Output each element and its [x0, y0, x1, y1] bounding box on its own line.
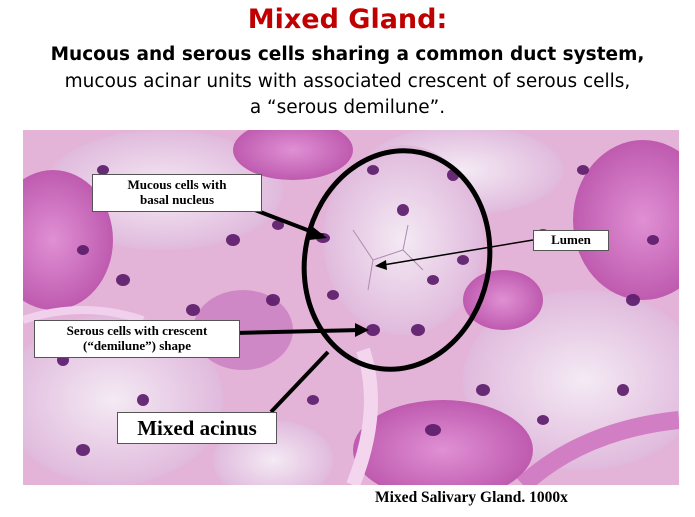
slide-subtitle-line3: a “serous demilune”. [249, 97, 446, 118]
histology-illustration [23, 130, 679, 485]
label-mucous-line1: Mucous cells with [127, 177, 227, 192]
label-mixed-acinus: Mixed acinus [117, 412, 277, 445]
label-serous-line1: Serous cells with crescent [66, 323, 208, 338]
figure-caption: Mixed Salivary Gland. 1000x [375, 489, 568, 506]
slide-subtitle-bold: Mucous and serous cells sharing a common… [50, 44, 645, 65]
label-mucous-cells: Mucous cells with basal nucleus [92, 174, 262, 212]
label-serous-cells: Serous cells with crescent (“demilune”) … [34, 320, 240, 358]
micrograph-image [23, 130, 679, 485]
label-mucous-line2: basal nucleus [139, 191, 215, 207]
label-lumen: Lumen [533, 230, 609, 251]
label-serous-line2: (“demilune”) shape [83, 337, 191, 353]
slide-subtitle-line2: mucous acinar units with associated cres… [64, 71, 631, 92]
slide-title: Mixed Gland: [247, 4, 448, 35]
